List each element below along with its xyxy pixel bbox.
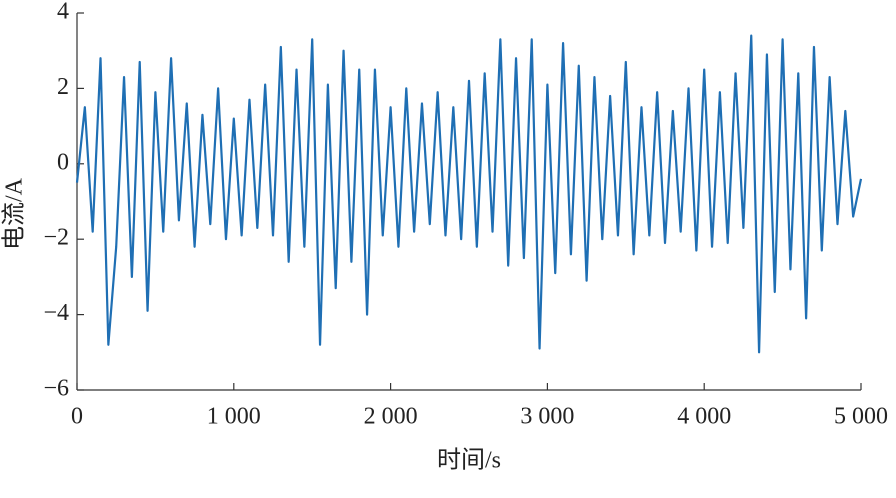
data-line <box>75 34 863 354</box>
x-tick-label: 5 000 <box>834 404 888 430</box>
y-tick-label: 2 <box>57 74 69 100</box>
x-tick-label: 4 000 <box>677 404 731 430</box>
y-tick-label: 0 <box>57 149 69 175</box>
y-tick-label: −2 <box>43 225 69 251</box>
x-tick-label: 3 000 <box>520 404 574 430</box>
x-axis-label: 时间/s <box>437 447 501 474</box>
x-tick-label: 1 000 <box>207 404 261 430</box>
y-tick-label: −4 <box>43 300 69 326</box>
x-tick-label: 0 <box>71 404 83 430</box>
y-tick-label: −6 <box>43 376 69 402</box>
x-tick-label: 2 000 <box>364 404 418 430</box>
y-tick-label: 4 <box>57 0 69 25</box>
y-axis-label: 电流/A <box>1 177 28 250</box>
